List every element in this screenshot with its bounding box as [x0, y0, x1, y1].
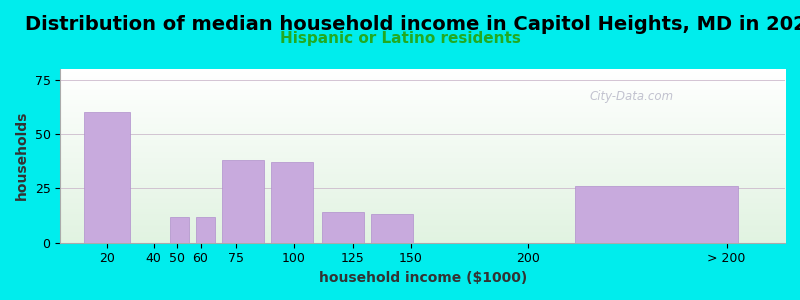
- Text: City-Data.com: City-Data.com: [590, 90, 674, 103]
- X-axis label: household income ($1000): household income ($1000): [318, 271, 526, 285]
- Bar: [170, 217, 189, 243]
- Text: Hispanic or Latino residents: Hispanic or Latino residents: [279, 32, 521, 46]
- Bar: [196, 217, 214, 243]
- Title: Distribution of median household income in Capitol Heights, MD in 2022: Distribution of median household income …: [25, 15, 800, 34]
- Bar: [322, 212, 364, 243]
- Bar: [574, 186, 738, 243]
- Bar: [222, 160, 264, 243]
- Y-axis label: households: households: [15, 111, 29, 200]
- Bar: [84, 112, 130, 243]
- Bar: [371, 214, 414, 243]
- Bar: [270, 162, 313, 243]
